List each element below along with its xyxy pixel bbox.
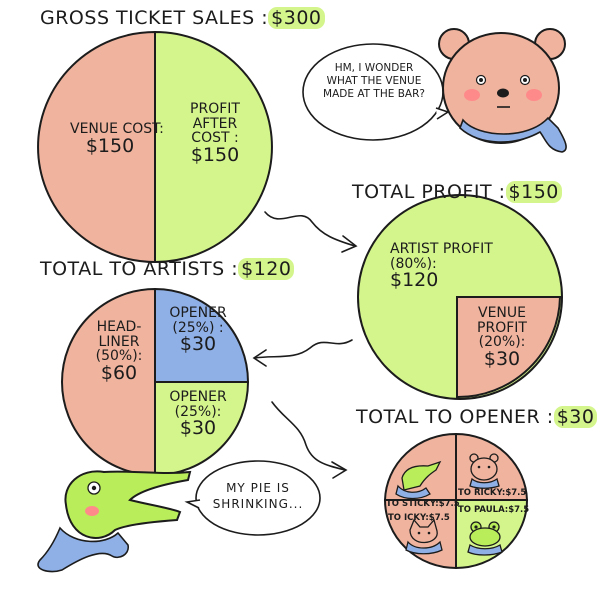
slice-label-text: TO STICKY: (386, 499, 439, 509)
title-profit-label: TOTAL PROFIT : (352, 181, 506, 203)
slice-value-text: $7.5 (438, 499, 460, 509)
bear-icon (469, 453, 500, 489)
slice-venue-cost (37, 30, 156, 264)
pie-artists (61, 287, 250, 477)
slice-label-paula: TO PAULA:$7.5 (458, 506, 529, 515)
slice-value-text: $7.5 (428, 513, 450, 523)
slice-value-text: $120 (390, 269, 439, 292)
title-gross-value: $300 (268, 7, 325, 29)
slice-label-icky: TO ICKY:$7.5 (388, 514, 450, 523)
slice-label-venue-profit: VENUE PROFIT (20%): $30 (462, 306, 542, 370)
slice-label-text: OPENER (25%): (169, 389, 227, 420)
title-artists-value: $120 (238, 258, 295, 280)
title-opener: TOTAL TO OPENER : $30 (356, 406, 598, 428)
bear-icon (438, 28, 567, 153)
arrow-icon (271, 401, 348, 479)
title-gross: GROSS TICKET SALES : $300 (40, 7, 325, 29)
slice-label-text: TO PAULA: (458, 505, 509, 515)
speech-text-bear: HM, I WONDER WHAT THE VENUE MADE AT THE … (323, 62, 425, 101)
slice-label-text: OPENER (25%) : (169, 305, 227, 336)
slice-label-artist-profit: ARTIST PROFIT (80%): $120 (390, 242, 520, 291)
frog-icon (467, 521, 503, 556)
slice-value-text: $30 (179, 417, 217, 440)
pie-gross (37, 30, 273, 264)
slice-value-text: $30 (483, 348, 521, 371)
slice-value-text: $7.5 (505, 488, 527, 498)
arrow-icon (264, 211, 358, 253)
slice-opener-blue (154, 287, 250, 383)
slice-label-ricky: TO RICKY:$7.5 (458, 489, 526, 498)
arrow-icon (252, 339, 353, 367)
slice-label-opener-blue: OPENER (25%) : $30 (160, 306, 236, 355)
slice-value-text: $7.5 (508, 505, 530, 515)
cat-icon (405, 518, 443, 555)
title-gross-label: GROSS TICKET SALES : (40, 7, 269, 29)
speech-bubble-croc (184, 460, 321, 536)
title-opener-value: $30 (553, 406, 598, 428)
crocodile-icon (395, 460, 442, 500)
slice-label-venue-cost: VENUE COST: $150 (70, 122, 164, 157)
title-artists-label: TOTAL TO ARTISTS : (40, 258, 239, 280)
slice-label-text: VENUE PROFIT (20%): (477, 305, 527, 351)
slice-label-text: TO RICKY: (458, 488, 506, 498)
slice-value-text: $60 (100, 362, 138, 385)
title-profit-value: $150 (505, 181, 562, 203)
pie-profit (357, 194, 563, 400)
title-opener-label: TOTAL TO OPENER : (356, 406, 554, 428)
slice-label-text: VENUE COST: (70, 121, 164, 137)
speech-text-croc: MY PIE IS SHRINKING... (212, 481, 304, 511)
slice-label-text: ARTIST PROFIT (80%): (390, 241, 493, 272)
slice-venue-profit (456, 296, 562, 399)
title-artists: TOTAL TO ARTISTS : $120 (40, 258, 295, 280)
slice-label-profit-after-cost: PROFIT AFTER COST : $150 (180, 102, 250, 166)
title-profit: TOTAL PROFIT : $150 (352, 181, 562, 203)
slice-label-text: TO ICKY: (388, 513, 429, 523)
slice-label-text: PROFIT AFTER COST : (190, 101, 240, 147)
slice-value-text: $150 (190, 144, 240, 167)
slice-label-headliner: HEAD-LINER (50%): $60 (86, 320, 152, 384)
slice-profit-after-cost (154, 30, 273, 264)
slice-value-text: $30 (179, 333, 217, 356)
slice-value-text: $150 (85, 134, 135, 157)
crocodile-icon (37, 470, 192, 573)
slice-label-sticky: TO STICKY:$7.5 (386, 500, 460, 509)
slice-label-text: HEAD-LINER (50%): (95, 319, 143, 365)
slice-headliner (61, 287, 156, 477)
slice-label-opener-green: OPENER (25%): $30 (160, 390, 236, 439)
